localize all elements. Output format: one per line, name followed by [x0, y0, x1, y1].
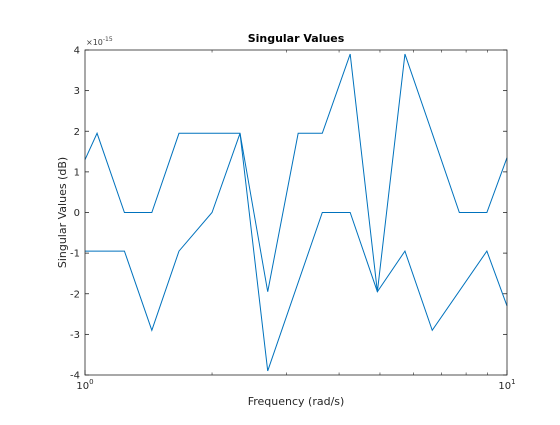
y-tick-label: 3 — [74, 86, 80, 97]
x-axis: 100 101 — [76, 50, 516, 392]
series-line-1 — [84, 53, 508, 292]
y-multiplier-power: -15 — [103, 36, 113, 43]
y-axis: 4 3 2 1 0 -1 -2 -3 -4 — [70, 46, 507, 382]
series-line-2 — [85, 133, 508, 372]
y-tick-label: 4 — [74, 46, 80, 57]
y-multiplier-prefix: × — [86, 38, 93, 47]
y-multiplier-base: 10 — [93, 38, 103, 47]
x-tick-base: 10 — [498, 381, 511, 392]
x-tick-label: 100 — [76, 378, 93, 392]
x-tick-label: 101 — [498, 378, 515, 392]
series-layer — [84, 53, 508, 372]
y-tick-label: -4 — [70, 371, 80, 382]
x-axis-label: Frequency (rad/s) — [248, 395, 345, 408]
y-tick-label: 2 — [74, 127, 80, 138]
chart-title: Singular Values — [248, 32, 345, 45]
y-tick-label: 1 — [74, 167, 80, 178]
y-tick-label: -1 — [70, 249, 80, 260]
x-tick-exponent: 1 — [511, 378, 515, 386]
y-axis-multiplier: ×10-15 — [86, 36, 113, 47]
y-tick-label: -2 — [70, 289, 80, 300]
x-tick-base: 10 — [76, 381, 89, 392]
x-tick-exponent: 0 — [89, 378, 93, 386]
y-tick-label: 0 — [74, 208, 80, 219]
y-axis-label: Singular Values (dB) — [56, 157, 69, 268]
y-tick-label: -3 — [70, 330, 80, 341]
